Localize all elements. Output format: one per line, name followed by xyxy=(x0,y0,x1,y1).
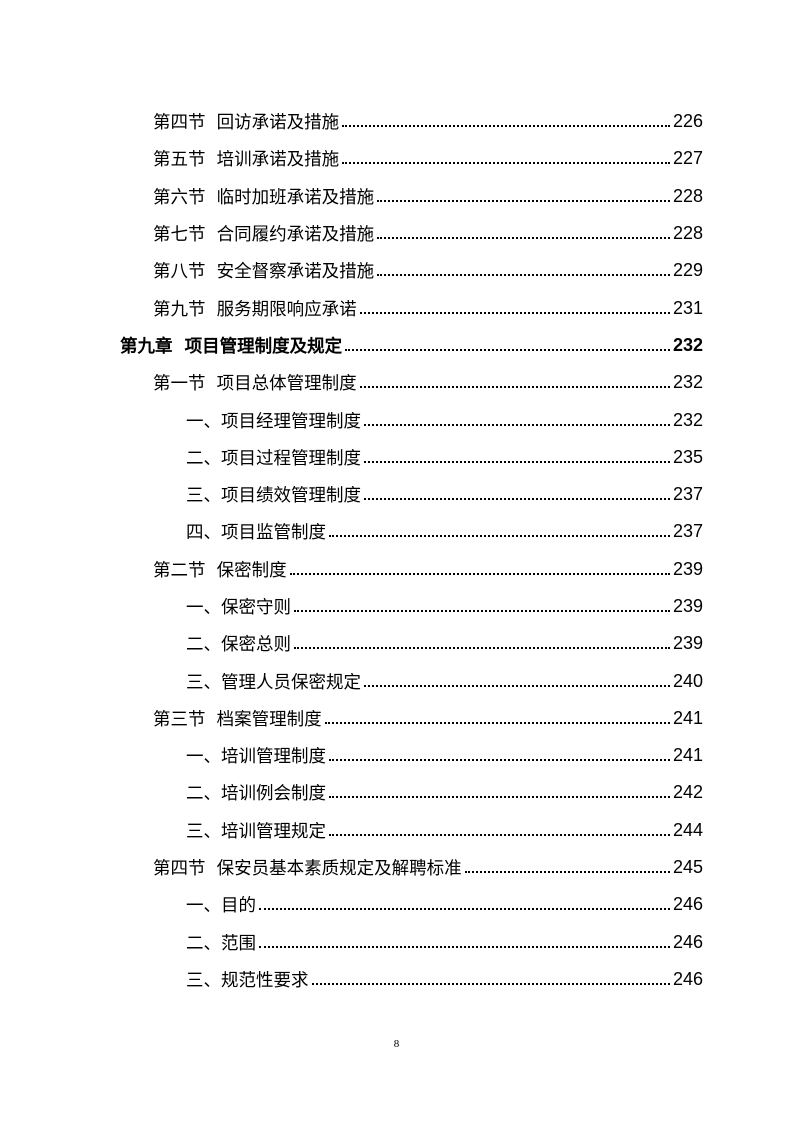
dot-leader xyxy=(329,534,670,538)
dot-leader xyxy=(377,236,670,240)
dot-leader xyxy=(329,833,670,836)
toc-section-entry[interactable]: 第六节 临时加班承诺及措施 228 xyxy=(0,178,703,215)
dot-leader xyxy=(329,758,670,762)
toc-entry-page: 246 xyxy=(672,968,703,989)
toc-entry-page: 239 xyxy=(672,633,703,654)
toc-entry-page: 240 xyxy=(672,670,703,691)
toc-entry-title: 第五节 培训承诺及措施 xyxy=(153,150,340,171)
toc-subsection-entry[interactable]: 三、培训管理规定 244 xyxy=(0,812,703,849)
toc-entry-page: 239 xyxy=(672,558,703,579)
toc-entry-title: 第二节 保密制度 xyxy=(153,560,287,581)
toc-entry-page: 231 xyxy=(672,297,703,318)
toc-entry-page: 241 xyxy=(672,707,703,728)
toc-subsection-entry[interactable]: 一、项目经理管理制度 232 xyxy=(0,401,703,438)
dot-leader xyxy=(259,907,670,911)
toc-entry-page: 242 xyxy=(672,782,703,803)
dot-leader xyxy=(342,124,670,128)
toc-entry-page: 239 xyxy=(672,596,703,616)
toc-entry-title: 四、项目监管制度 xyxy=(186,523,326,544)
toc-section-entry[interactable]: 第四节 保安员基本素质规定及解聘标准 245 xyxy=(0,849,703,886)
toc-entry-page: 232 xyxy=(672,372,703,393)
toc-entry-title: 一、项目经理管理制度 xyxy=(186,411,361,432)
toc-entry-title: 三、规范性要求 xyxy=(186,970,309,991)
dot-leader xyxy=(364,497,670,501)
dot-leader xyxy=(364,423,670,426)
toc-entry-title: 一、培训管理制度 xyxy=(186,747,326,768)
dot-leader xyxy=(289,572,670,575)
toc-section-entry[interactable]: 第七节 合同履约承诺及措施 228 xyxy=(0,215,703,252)
toc-subsection-entry[interactable]: 四、项目监管制度 237 xyxy=(0,513,703,550)
dot-leader xyxy=(324,721,670,724)
dot-leader xyxy=(329,795,670,799)
dot-leader xyxy=(464,870,670,874)
toc-subsection-entry[interactable]: 二、范围 246 xyxy=(0,924,703,961)
toc-subsection-entry[interactable]: 一、培训管理制度 241 xyxy=(0,737,703,774)
toc-section-entry[interactable]: 第八节 安全督察承诺及措施 229 xyxy=(0,252,703,289)
dot-leader xyxy=(364,684,670,687)
toc-entry-title: 二、培训例会制度 xyxy=(186,784,326,805)
page-number: 8 xyxy=(393,1038,400,1050)
toc-section-entry[interactable]: 第四节 回访承诺及措施 226 xyxy=(0,103,703,140)
table-of-contents: 第四节 回访承诺及措施 226 第五节 培训承诺及措施 227 第六节 临时加班承诺及措… xyxy=(0,103,793,998)
toc-entry-page: 228 xyxy=(672,185,703,206)
dot-leader xyxy=(342,161,670,165)
toc-entry-page: 244 xyxy=(672,819,703,840)
toc-entry-title: 二、范围 xyxy=(186,933,256,954)
toc-entry-title: 二、项目过程管理制度 xyxy=(186,448,361,469)
toc-entry-page: 226 xyxy=(672,111,703,132)
toc-section-entry[interactable]: 第九节 服务期限响应承诺 231 xyxy=(0,289,703,326)
toc-section-entry[interactable]: 第一节 项目总体管理制度 232 xyxy=(0,364,703,401)
dot-leader xyxy=(364,460,670,463)
toc-subsection-entry[interactable]: 三、管理人员保密规定 240 xyxy=(0,662,703,699)
toc-subsection-entry[interactable]: 三、规范性要求 246 xyxy=(0,961,703,998)
toc-entry-page: 237 xyxy=(672,521,703,542)
dot-leader xyxy=(377,199,670,202)
toc-entry-title: 第八节 安全督察承诺及措施 xyxy=(153,262,375,283)
toc-entry-title: 第六节 临时加班承诺及措施 xyxy=(153,187,375,208)
toc-section-entry[interactable]: 第五节 培训承诺及措施 227 xyxy=(0,140,703,177)
toc-entry-page: 228 xyxy=(672,223,703,244)
dot-leader xyxy=(311,982,670,985)
toc-entry-page: 241 xyxy=(672,745,703,766)
dot-leader xyxy=(259,945,670,948)
toc-entry-title: 三、项目绩效管理制度 xyxy=(186,486,361,507)
toc-entry-title: 第一节 项目总体管理制度 xyxy=(153,374,357,395)
toc-subsection-entry[interactable]: 二、培训例会制度 242 xyxy=(0,774,703,811)
toc-entry-title: 一、目的 xyxy=(186,896,256,917)
toc-entry-title: 三、管理人员保密规定 xyxy=(186,672,361,693)
toc-subsection-entry[interactable]: 一、保密守则 239 xyxy=(0,588,703,625)
dot-leader xyxy=(359,311,670,314)
toc-subsection-entry[interactable]: 二、项目过程管理制度 235 xyxy=(0,439,703,476)
toc-entry-page: 232 xyxy=(672,334,703,355)
toc-entry-title: 第七节 合同履约承诺及措施 xyxy=(153,225,375,246)
dot-leader xyxy=(359,385,670,389)
toc-entry-title: 第九章 项目管理制度及规定 xyxy=(120,336,343,357)
toc-entry-title: 第九节 服务期限响应承诺 xyxy=(153,299,357,320)
toc-chapter-entry[interactable]: 第九章 项目管理制度及规定 232 xyxy=(0,327,703,364)
dot-leader xyxy=(294,609,670,612)
toc-entry-page: 237 xyxy=(672,484,703,505)
toc-subsection-entry[interactable]: 一、目的 246 xyxy=(0,886,703,923)
toc-entry-page: 246 xyxy=(672,931,703,952)
toc-section-entry[interactable]: 第三节 档案管理制度 241 xyxy=(0,700,703,737)
toc-section-entry[interactable]: 第二节 保密制度 239 xyxy=(0,551,703,588)
toc-entry-title: 第四节 回访承诺及措施 xyxy=(153,113,340,134)
toc-subsection-entry[interactable]: 二、保密总则 239 xyxy=(0,625,703,662)
dot-leader xyxy=(345,348,670,351)
toc-entry-page: 246 xyxy=(672,894,703,915)
toc-entry-page: 245 xyxy=(672,857,703,878)
toc-entry-page: 232 xyxy=(672,409,703,430)
toc-entry-title: 三、培训管理规定 xyxy=(186,821,326,842)
toc-subsection-entry[interactable]: 三、项目绩效管理制度 237 xyxy=(0,476,703,513)
toc-entry-title: 二、保密总则 xyxy=(186,635,291,656)
toc-entry-page: 235 xyxy=(672,446,703,467)
dot-leader xyxy=(377,273,670,277)
toc-entry-title: 第四节 保安员基本素质规定及解聘标准 xyxy=(153,859,462,880)
toc-entry-page: 227 xyxy=(672,148,703,169)
toc-entry-title: 第三节 档案管理制度 xyxy=(153,709,322,730)
toc-entry-page: 229 xyxy=(672,260,703,281)
toc-entry-title: 一、保密守则 xyxy=(186,598,291,618)
dot-leader xyxy=(294,646,670,650)
